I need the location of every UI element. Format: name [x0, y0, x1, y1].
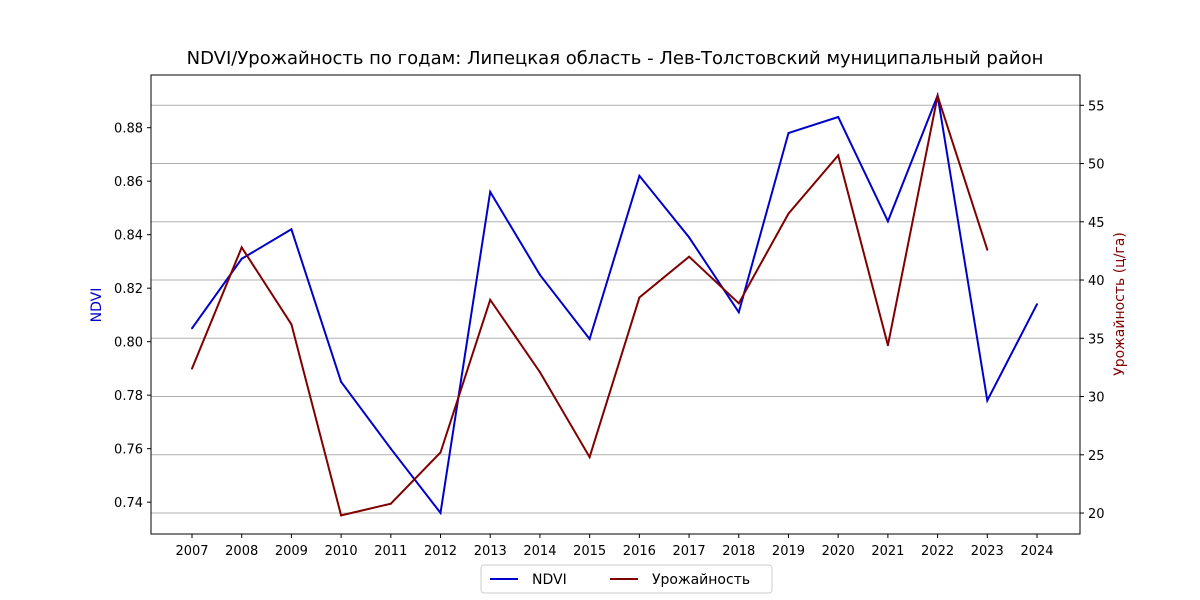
legend-ndvi-label: NDVI [532, 572, 567, 588]
data-point-yield [837, 154, 840, 157]
left-y-tick-label: 0.86 [114, 175, 143, 190]
data-point-ndvi [737, 311, 740, 314]
data-point-ndvi [588, 338, 591, 341]
data-point-yield [588, 456, 591, 459]
right-axis-title: Урожайность (ц/га) [1112, 232, 1128, 376]
data-point-ndvi [986, 399, 989, 402]
data-point-ndvi [837, 115, 840, 118]
data-point-ndvi [389, 447, 392, 450]
x-tick-label: 2021 [871, 544, 904, 559]
data-point-ndvi [1036, 303, 1038, 306]
data-point-yield [240, 246, 243, 249]
data-point-yield [290, 323, 293, 326]
x-tick-label: 2018 [722, 544, 755, 559]
x-tick-label: 2014 [523, 544, 556, 559]
data-point-yield [787, 212, 790, 215]
x-tick-label: 2022 [921, 544, 954, 559]
series-layer [191, 91, 1038, 517]
right-y-tick-label: 45 [1088, 216, 1105, 231]
data-point-yield [638, 296, 641, 299]
data-point-yield [191, 367, 193, 370]
left-y-tick-label: 0.78 [114, 389, 143, 404]
right-y-tick-label: 40 [1088, 274, 1105, 289]
x-tick-label: 2020 [822, 544, 855, 559]
left-y-tick-label: 0.88 [114, 122, 143, 137]
x-tick-label: 2024 [1020, 544, 1053, 559]
data-point-ndvi [489, 190, 492, 193]
x-tick-label: 2016 [623, 544, 656, 559]
data-point-ndvi [688, 236, 691, 239]
data-point-yield [688, 255, 691, 258]
data-point-yield [489, 298, 492, 301]
series-line-ndvi [191, 91, 1038, 516]
data-point-yield [538, 371, 541, 374]
legend: NDVI Урожайность [480, 564, 773, 594]
data-point-ndvi [340, 380, 343, 383]
data-point-ndvi [191, 327, 193, 330]
right-y-tick-label: 25 [1088, 449, 1105, 464]
x-tick-label: 2007 [175, 544, 208, 559]
left-y-tick-label: 0.82 [114, 282, 143, 297]
data-point-ndvi [290, 228, 293, 231]
legend-yield-label: Урожайность [652, 572, 750, 588]
grid-layer [151, 104, 1080, 514]
right-y-tick-label: 20 [1088, 507, 1105, 522]
data-point-ndvi [787, 132, 790, 135]
ticks-layer: 20 25 30 35 40 45 50 55 0.74 0.76 0.78 0.80 0.82 0.84… [114, 99, 1105, 559]
x-tick-label: 2012 [424, 544, 457, 559]
right-y-tick-label: 55 [1088, 99, 1105, 114]
left-y-tick-label: 0.74 [114, 496, 143, 511]
data-point-yield [389, 502, 392, 505]
data-point-ndvi [886, 220, 889, 223]
x-tick-label: 2011 [374, 544, 407, 559]
x-tick-label: 2015 [573, 544, 606, 559]
left-y-tick-label: 0.76 [114, 443, 143, 458]
x-tick-label: 2008 [225, 544, 258, 559]
data-point-yield [936, 94, 939, 97]
data-point-yield [340, 514, 343, 517]
chart-title: NDVI/Урожайность по годам: Липецкая обла… [187, 48, 1044, 69]
data-point-ndvi [638, 174, 641, 177]
x-tick-label: 2010 [325, 544, 358, 559]
x-tick-label: 2023 [971, 544, 1004, 559]
data-point-ndvi [240, 257, 243, 260]
right-y-tick-label: 30 [1088, 391, 1105, 406]
left-y-tick-label: 0.80 [114, 336, 143, 351]
data-point-yield [737, 302, 740, 305]
x-tick-label: 2019 [772, 544, 805, 559]
x-tick-label: 2013 [474, 544, 507, 559]
right-y-tick-label: 50 [1088, 158, 1105, 173]
x-tick-label: 2017 [673, 544, 706, 559]
plot-frame [150, 74, 1081, 535]
left-axis-title: NDVI [89, 288, 105, 323]
data-point-ndvi [538, 273, 541, 276]
data-point-ndvi [439, 511, 442, 514]
left-y-tick-label: 0.84 [114, 229, 143, 244]
data-point-yield [986, 248, 989, 251]
x-tick-label: 2009 [275, 544, 308, 559]
data-point-yield [886, 344, 889, 347]
right-y-tick-label: 35 [1088, 332, 1105, 347]
data-point-yield [439, 451, 442, 454]
